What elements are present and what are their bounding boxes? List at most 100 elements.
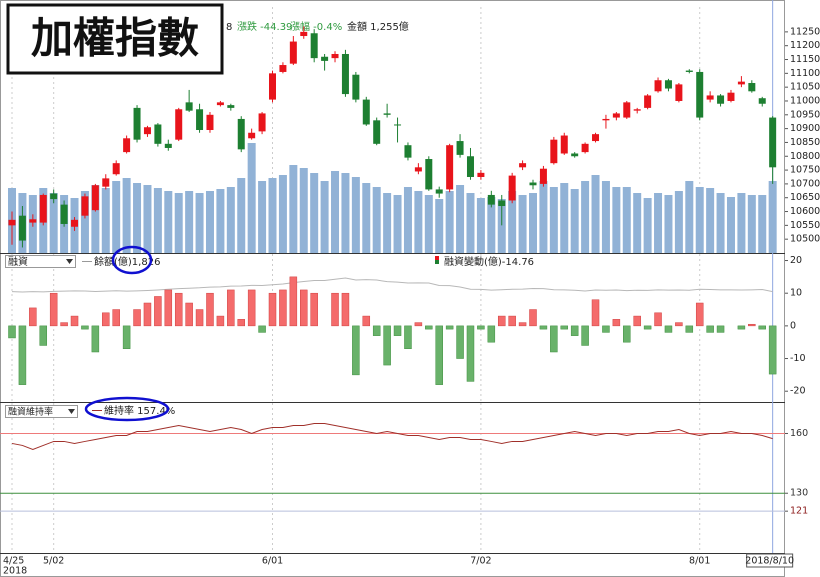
bar: [372, 325, 381, 336]
bar: [352, 325, 360, 376]
bar: [49, 292, 58, 327]
volume-bar: [476, 198, 485, 253]
candle-body: [352, 74, 360, 100]
bar: [612, 319, 621, 327]
bar: [716, 325, 725, 333]
bar: [174, 292, 183, 327]
candle-body: [435, 189, 443, 194]
selector[interactable]: [5, 405, 78, 418]
bar: [643, 325, 652, 330]
volume-bar: [153, 188, 162, 253]
candle-body: [269, 73, 276, 100]
bar: [310, 292, 318, 327]
bar: [695, 302, 704, 327]
bar: [550, 325, 558, 353]
volume-bar: [80, 191, 89, 253]
y-tick-label: 10600: [790, 206, 820, 217]
candle-body: [300, 31, 308, 37]
bar: [466, 325, 475, 382]
candle-body: [602, 118, 610, 121]
volume-bar: [164, 191, 173, 253]
candle-body: [414, 167, 422, 172]
legend-marker: [435, 260, 439, 264]
bar: [18, 325, 27, 385]
candle-body: [321, 56, 329, 61]
legend-text: 餘額(億)1,826: [94, 255, 160, 268]
candle-body: [456, 141, 464, 155]
y-tick-label: 11000: [790, 95, 820, 106]
candle-body: [466, 156, 474, 177]
volume-bar: [331, 171, 340, 253]
volume-bar: [726, 197, 735, 253]
volume-bar: [768, 181, 777, 253]
bar: [300, 289, 308, 327]
bar: [623, 325, 631, 343]
bar: [195, 309, 204, 327]
volume-bar: [518, 195, 527, 253]
bar: [216, 315, 225, 327]
candle-body: [164, 143, 172, 148]
bar: [706, 325, 714, 333]
candle-body: [248, 132, 256, 139]
x-tick-label: 2018/8/10: [745, 556, 794, 567]
candle-body: [206, 114, 214, 130]
bar: [279, 289, 287, 327]
volume-bar: [497, 199, 506, 253]
volume-bar: [612, 187, 621, 253]
candle-body: [133, 107, 141, 140]
header-text: 漲跌 -44.39: [237, 20, 292, 33]
candle-body: [289, 41, 297, 64]
x-tick-label: 5/02: [43, 556, 64, 567]
y-tick-label: -20: [790, 386, 806, 397]
volume-bar: [299, 168, 308, 253]
candle-body: [29, 219, 37, 223]
bar: [39, 325, 48, 346]
bar: [497, 315, 506, 327]
bar: [237, 319, 245, 327]
candle-body: [769, 117, 777, 168]
bar: [435, 325, 443, 385]
bar: [112, 309, 120, 327]
bar: [8, 325, 16, 339]
candle-body: [237, 118, 245, 150]
chart-title: 加權指數: [31, 14, 199, 63]
bar: [331, 292, 339, 327]
bar: [560, 325, 569, 330]
candle-body: [550, 139, 558, 164]
volume-bar: [185, 191, 194, 253]
candle-body: [123, 138, 131, 153]
volume-bar: [737, 193, 746, 253]
candle-body: [685, 70, 693, 72]
volume-bar: [664, 195, 673, 253]
candle-body: [560, 135, 568, 154]
candle-body: [310, 33, 318, 59]
candle-body: [175, 109, 183, 140]
candle-body: [331, 53, 339, 59]
bar: [477, 325, 485, 330]
crosshair-label-box: [746, 553, 794, 568]
candle-body: [373, 120, 381, 144]
volume-bar: [216, 189, 225, 253]
x-tick-label: 7/02: [470, 556, 491, 567]
candle-body: [39, 194, 47, 223]
bar: [341, 292, 350, 327]
volume-bar: [351, 177, 360, 253]
bar: [581, 325, 589, 346]
volume-bar: [414, 191, 423, 253]
y-tick-label: 11200: [790, 40, 820, 51]
candle-body: [383, 113, 391, 115]
candle-body: [258, 113, 266, 132]
candle-body: [394, 124, 402, 126]
volume-bar: [539, 181, 548, 253]
volume-bar: [122, 178, 131, 253]
bar: [748, 323, 756, 327]
selector[interactable]: [5, 255, 76, 268]
y-tick-label: 10950: [790, 109, 820, 120]
bar: [102, 312, 110, 327]
bar: [143, 302, 152, 327]
y-tick-label: 10500: [790, 234, 820, 245]
y-tick-label: -10: [790, 353, 806, 364]
candle-body: [341, 53, 349, 95]
bar: [570, 325, 579, 336]
